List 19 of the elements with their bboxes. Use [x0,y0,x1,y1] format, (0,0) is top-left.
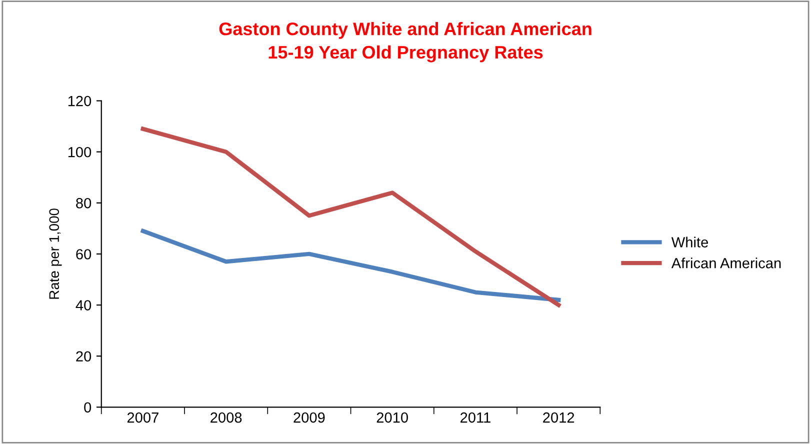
legend-label: White [671,236,708,248]
y-tick-label: 100 [68,146,92,158]
x-tick-label: 2009 [294,412,325,423]
y-tick-label: 60 [76,249,92,260]
line-series [140,126,561,308]
x-tick-label: 2008 [210,412,242,423]
x-tick-label: 2007 [127,412,158,423]
line-series [140,228,561,302]
x-tick-label: 2010 [376,412,408,423]
y-tick-label: 120 [68,96,92,106]
y-tick-label: 40 [76,300,92,310]
y-tick-label: 80 [76,198,92,208]
y-axis-title: Rate per 1,000 [49,208,62,299]
y-tick-label: 0 [84,402,92,413]
legend-label: African American [671,258,781,268]
chart-title: Gaston County White and African American 15-19 Year Old Pregnancy Rates [219,22,592,62]
x-tick-label: 2011 [460,412,490,423]
y-tick-label: 20 [76,351,92,362]
x-tick-label: 2012 [543,412,574,423]
